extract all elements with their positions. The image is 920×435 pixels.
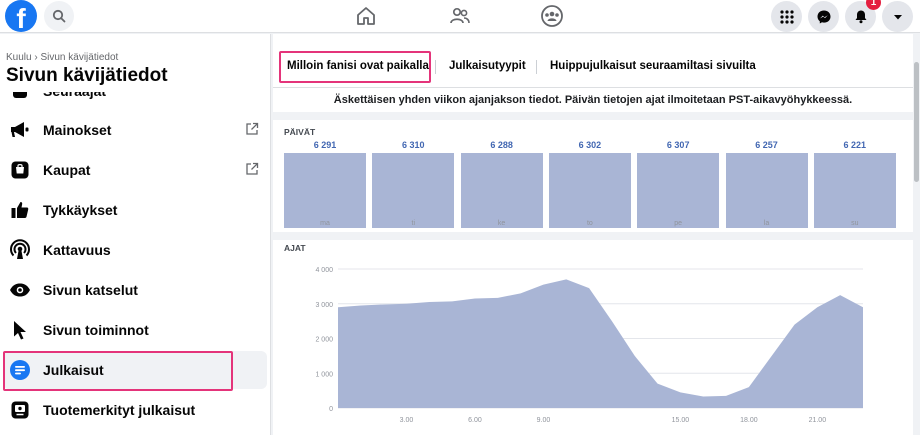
sidebar-item-shops[interactable]: Kaupat — [3, 151, 267, 189]
y-tick-label: 0 — [329, 406, 333, 413]
sidebar-item-label: Tykkäykset — [43, 202, 118, 218]
sidebar-item-label: Kaupat — [43, 162, 91, 178]
y-tick-label: 2 000 — [315, 337, 333, 344]
tab-when-fans-online[interactable]: Milloin fanisi ovat paikalla — [287, 60, 429, 72]
tab-top-posts-from-pages[interactable]: Huippujulkaisut seuraamiltasi sivuilta — [550, 60, 756, 72]
hours-section-label: AJAT — [284, 243, 306, 253]
sidebar-item-ads[interactable]: Mainokset — [3, 111, 267, 149]
days-section-label: PÄIVÄT — [284, 127, 316, 137]
sidebar-item-label: Tuotemerkityt julkaisut — [43, 402, 196, 418]
menu-button[interactable] — [771, 1, 802, 32]
day-tick-label: to — [586, 220, 593, 227]
caret-down-icon — [893, 14, 902, 19]
section-divider — [273, 112, 913, 120]
megaphone-icon — [8, 118, 32, 142]
sidebar-header-background — [0, 34, 270, 92]
reach-icon — [8, 238, 32, 262]
sidebar-item-posts[interactable]: Julkaisut — [3, 351, 267, 389]
x-tick-label: 21.00 — [809, 417, 827, 424]
day-tick-label: su — [851, 220, 859, 227]
home-tab[interactable] — [353, 3, 379, 29]
external-link-icon — [245, 122, 259, 141]
x-tick-label: 9.00 — [537, 417, 551, 424]
groups-tab[interactable] — [539, 3, 565, 29]
day-bar[interactable] — [813, 153, 896, 228]
insights-main-panel: Milloin fanisi ovat paikalla Julkaisutyy… — [273, 34, 913, 435]
day-bar[interactable] — [637, 153, 720, 228]
x-tick-label: 18.00 — [740, 417, 758, 424]
sidebar-item-likes[interactable]: Tykkäykset — [3, 191, 267, 229]
x-tick-label: 6.00 — [468, 417, 482, 424]
day-tick-label: ke — [497, 220, 506, 227]
insights-tabs: Milloin fanisi ovat paikalla Julkaisutyy… — [273, 34, 913, 88]
day-tick-label: ma — [320, 220, 330, 227]
top-navigation-bar: f 1 — [0, 0, 920, 33]
hours-area-chart: 0 1 000 2 000 3 000 4 000 3.00 6.00 9.00 15.00 18… — [315, 267, 863, 424]
branded-content-icon — [8, 398, 32, 422]
day-bar[interactable] — [725, 153, 808, 228]
groups-icon — [541, 5, 563, 27]
y-tick-label: 1 000 — [315, 371, 333, 378]
day-tick-label: la — [763, 220, 770, 227]
day-tick-label: pe — [674, 220, 683, 227]
day-tick-label: ti — [411, 220, 416, 227]
sidebar-item-label: Sivun toiminnot — [43, 322, 149, 338]
day-value-label: 6 291 — [313, 140, 337, 150]
posts-highlight-box — [3, 351, 233, 391]
eye-icon — [8, 278, 32, 302]
period-info-text: Äskettäisen yhden viikon ajanjakson tied… — [333, 94, 853, 106]
notifications-button[interactable]: 1 — [845, 0, 881, 32]
account-button[interactable] — [882, 1, 913, 32]
thumbs-up-icon — [8, 198, 32, 222]
day-bar[interactable] — [460, 153, 543, 228]
sidebar-item-page-views[interactable]: Sivun katselut — [3, 271, 267, 309]
y-tick-label: 4 000 — [315, 267, 333, 274]
day-value-label: 6 221 — [843, 140, 867, 150]
sidebar-item-branded-content[interactable]: Tuotemerkityt julkaisut — [3, 391, 267, 429]
sidebar-item-label: Sivun katselut — [43, 282, 138, 298]
cursor-icon — [8, 318, 32, 342]
x-tick-label: 3.00 — [400, 417, 414, 424]
messenger-button[interactable] — [808, 1, 839, 32]
search-button[interactable] — [44, 1, 74, 31]
menu-grid-icon — [779, 9, 794, 24]
external-link-icon — [245, 162, 259, 181]
x-tick-label: 15.00 — [672, 417, 690, 424]
posts-icon — [8, 358, 32, 382]
day-bar[interactable] — [548, 153, 631, 228]
active-tab-highlight-box — [279, 51, 431, 83]
tab-post-types[interactable]: Julkaisutyypit — [449, 60, 526, 72]
breadcrumb-text[interactable]: Kuulu › Sivun kävijätiedot — [6, 52, 119, 63]
section-divider — [273, 232, 913, 240]
messenger-icon — [817, 10, 830, 23]
scrollbar-thumb[interactable] — [914, 62, 919, 182]
tab-separator — [536, 60, 537, 74]
day-value-label: 6 307 — [666, 140, 690, 150]
day-value-label: 6 257 — [755, 140, 778, 150]
shop-icon — [8, 158, 32, 182]
sidebar-item-reach[interactable]: Kattavuus — [3, 231, 267, 269]
day-bar[interactable] — [372, 153, 455, 228]
day-value-label: 6 288 — [490, 140, 513, 150]
notification-count-badge: 1 — [866, 0, 881, 10]
insights-sidebar: Kuulu › Sivun kävijätiedot Sivun kävijät… — [0, 34, 271, 435]
day-value-label: 6 302 — [578, 140, 602, 150]
bell-icon — [855, 10, 866, 24]
search-icon — [52, 9, 66, 23]
sidebar-item-label: Julkaisut — [43, 362, 104, 378]
day-bar[interactable] — [284, 153, 366, 228]
sidebar-item-label: Kattavuus — [43, 242, 111, 258]
day-value-label: 6 310 — [402, 140, 425, 150]
sidebar-item-label: Mainokset — [43, 122, 112, 138]
page-scrollbar[interactable] — [913, 34, 920, 435]
sidebar-item-page-actions[interactable]: Sivun toiminnot — [3, 311, 267, 349]
page-title-text: Sivun kävijätiedot — [6, 65, 168, 86]
friends-icon — [450, 7, 470, 24]
friends-tab[interactable] — [447, 3, 473, 29]
home-icon — [357, 7, 375, 25]
tab-separator — [435, 60, 436, 74]
hours-area — [338, 279, 863, 408]
facebook-logo[interactable]: f — [5, 0, 37, 32]
y-tick-label: 3 000 — [315, 302, 333, 309]
